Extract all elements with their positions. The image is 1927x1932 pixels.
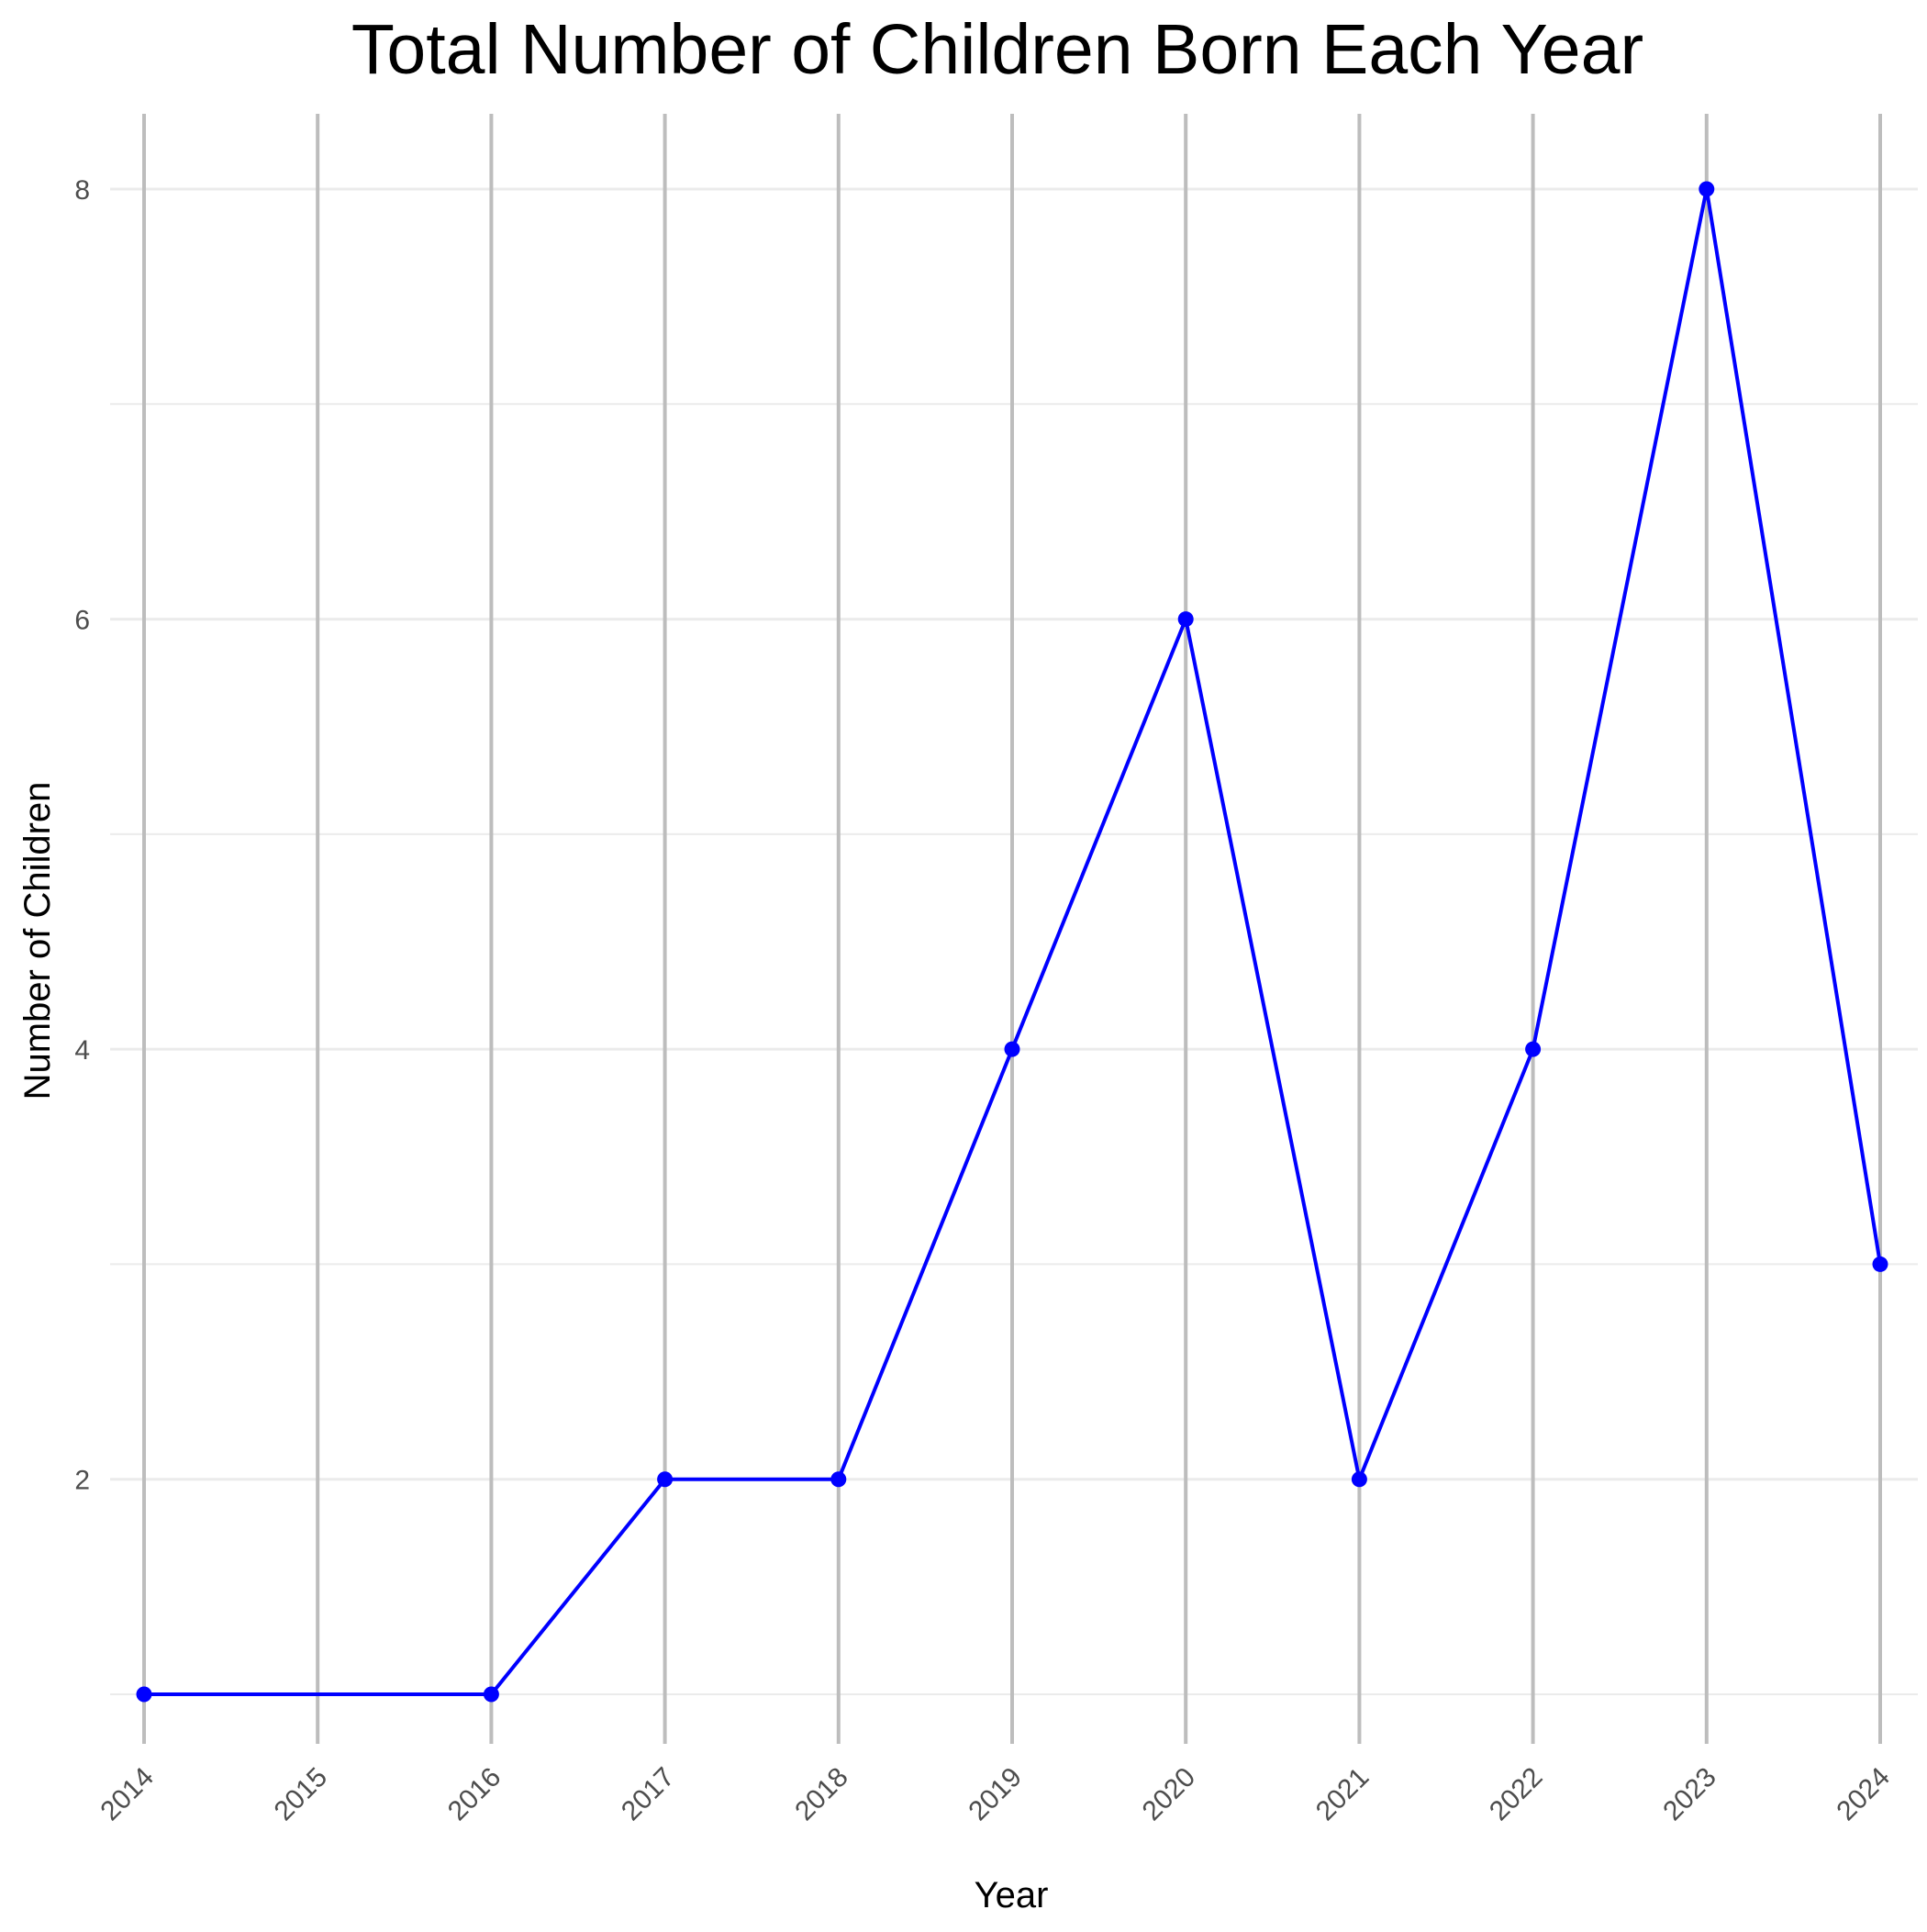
- series-layer: [136, 181, 1888, 1703]
- data-point: [657, 1471, 674, 1488]
- x-tick-label: 2018: [789, 1762, 854, 1827]
- series-line: [144, 187, 1882, 1696]
- data-point: [1525, 1041, 1542, 1057]
- y-tick-label: 2: [74, 1466, 90, 1496]
- y-tick-label: 6: [74, 606, 90, 636]
- x-tick-label: 2017: [616, 1762, 681, 1827]
- x-axis-ticks: 2014 2015 2016 2017 2018 2019 2020 2021 2022 2023…: [95, 1762, 1896, 1827]
- x-tick-label: 2024: [1831, 1762, 1896, 1827]
- x-tick-label: 2021: [1310, 1762, 1376, 1827]
- y-tick-label: 4: [74, 1035, 90, 1066]
- y-axis-title: Number of Children: [17, 782, 58, 1100]
- x-tick-label: 2022: [1484, 1762, 1549, 1827]
- x-tick-label: 2019: [963, 1762, 1028, 1827]
- x-tick-label: 2023: [1657, 1762, 1722, 1827]
- x-tick-label: 2015: [269, 1762, 334, 1827]
- y-tick-label: 8: [74, 175, 90, 206]
- chart-title: Total Number of Children Born Each Year: [351, 10, 1643, 89]
- x-tick-label: 2016: [442, 1762, 507, 1827]
- data-point: [483, 1686, 499, 1703]
- x-tick-label: 2014: [95, 1762, 160, 1827]
- data-point: [1351, 1471, 1367, 1488]
- x-axis-title: Year: [975, 1875, 1049, 1915]
- data-point: [1699, 181, 1715, 197]
- data-point: [830, 1471, 847, 1488]
- data-point: [1004, 1041, 1020, 1057]
- grid-layer: [110, 114, 1918, 1744]
- y-axis-ticks: 2 4 6 8: [74, 175, 90, 1496]
- data-point: [1872, 1256, 1888, 1272]
- x-tick-label: 2020: [1137, 1762, 1202, 1827]
- data-point: [136, 1686, 152, 1703]
- data-point: [1177, 611, 1194, 628]
